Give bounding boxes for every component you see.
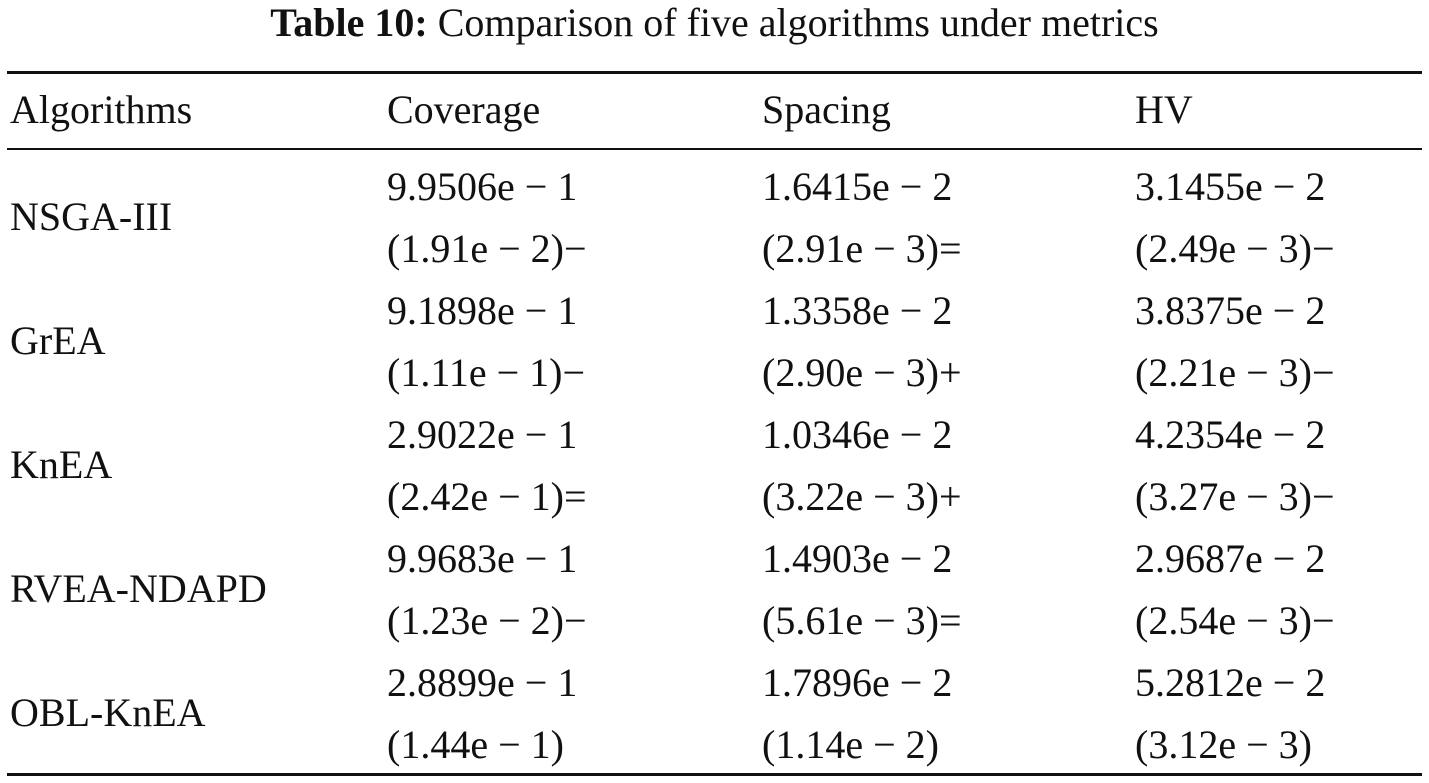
- header-spacing: Spacing: [762, 87, 891, 132]
- spacing-mean: 1.3358e − 2: [762, 288, 953, 333]
- hv-std: (2.54e − 3)−: [1135, 598, 1335, 643]
- spacing-std: (1.14e − 2): [762, 722, 939, 767]
- table-caption-text: Comparison of five algorithms under metr…: [437, 0, 1159, 45]
- coverage-std: (1.11e − 1)−: [387, 350, 586, 395]
- spacing-mean: 1.7896e − 2: [762, 660, 953, 705]
- header-coverage: Coverage: [387, 87, 541, 132]
- hv-std: (2.21e − 3)−: [1135, 350, 1335, 395]
- algorithm-name: OBL-KnEA: [10, 690, 206, 735]
- table-caption-label: Table 10:: [270, 0, 428, 45]
- algorithm-name: NSGA-III: [10, 194, 173, 239]
- table-caption: Table 10: Comparison of five algorithms …: [0, 0, 1429, 46]
- spacing-std: (3.22e − 3)+: [762, 474, 962, 519]
- spacing-mean: 1.4903e − 2: [762, 536, 953, 581]
- algorithm-name: KnEA: [10, 442, 113, 487]
- coverage-mean: 2.8899e − 1: [387, 660, 578, 705]
- hv-std: (2.49e − 3)−: [1135, 226, 1335, 271]
- coverage-std: (1.23e − 2)−: [387, 598, 587, 643]
- spacing-std: (5.61e − 3)=: [762, 598, 962, 643]
- algorithm-name: GrEA: [10, 318, 106, 363]
- header-hv: HV: [1135, 87, 1193, 132]
- header-algorithms: Algorithms: [10, 87, 193, 132]
- hv-std: (3.27e − 3)−: [1135, 474, 1335, 519]
- hv-mean: 4.2354e − 2: [1135, 412, 1326, 457]
- hv-std: (3.12e − 3): [1135, 722, 1312, 767]
- spacing-std: (2.90e − 3)+: [762, 350, 962, 395]
- coverage-mean: 9.9506e − 1: [387, 164, 578, 209]
- table-header-rule: [7, 148, 1422, 150]
- table-top-rule: [7, 71, 1422, 74]
- table-bottom-rule: [7, 773, 1422, 776]
- coverage-std: (1.91e − 2)−: [387, 226, 587, 271]
- coverage-mean: 9.9683e − 1: [387, 536, 578, 581]
- hv-mean: 2.9687e − 2: [1135, 536, 1326, 581]
- algorithm-name: RVEA-NDAPD: [10, 566, 267, 611]
- coverage-std: (1.44e − 1): [387, 722, 564, 767]
- spacing-std: (2.91e − 3)=: [762, 226, 962, 271]
- spacing-mean: 1.0346e − 2: [762, 412, 953, 457]
- hv-mean: 3.1455e − 2: [1135, 164, 1326, 209]
- coverage-mean: 2.9022e − 1: [387, 412, 578, 457]
- hv-mean: 3.8375e − 2: [1135, 288, 1326, 333]
- hv-mean: 5.2812e − 2: [1135, 660, 1326, 705]
- coverage-std: (2.42e − 1)=: [387, 474, 587, 519]
- coverage-mean: 9.1898e − 1: [387, 288, 578, 333]
- spacing-mean: 1.6415e − 2: [762, 164, 953, 209]
